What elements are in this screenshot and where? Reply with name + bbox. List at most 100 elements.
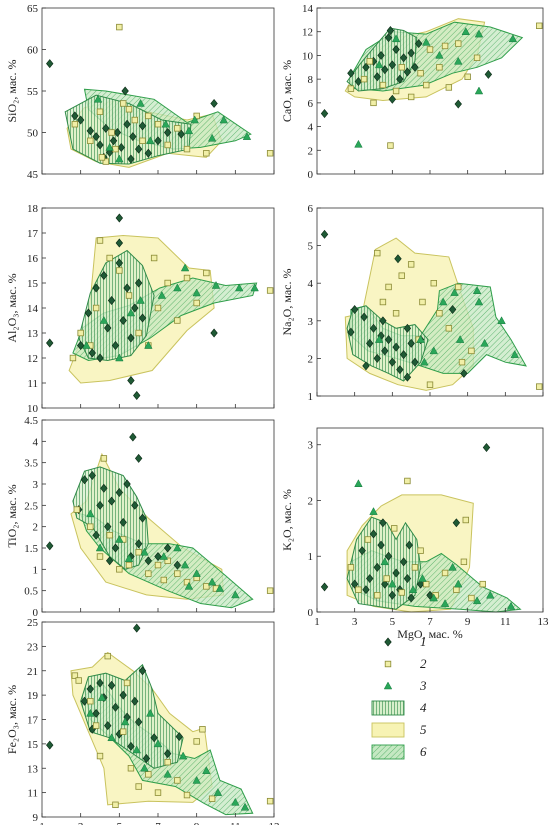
y-tick-label: 55 xyxy=(27,86,39,98)
point-series-2 xyxy=(154,121,162,128)
point-series-1 xyxy=(399,350,408,360)
point-series-1 xyxy=(407,593,415,603)
point-series-1 xyxy=(373,72,381,82)
point-series-1 xyxy=(111,702,120,712)
point-series-3 xyxy=(474,29,484,38)
x-tick-label: 5 xyxy=(390,616,396,628)
point-series-3 xyxy=(472,596,482,605)
point-series-3 xyxy=(455,335,465,343)
point-series-2 xyxy=(445,84,453,91)
point-series-2 xyxy=(423,580,430,588)
point-series-2 xyxy=(347,564,355,571)
point-series-3 xyxy=(140,547,149,556)
point-series-3 xyxy=(240,802,250,811)
point-series-3 xyxy=(202,766,211,774)
y-tick-label: 0.5 xyxy=(24,586,38,598)
point-series-3 xyxy=(190,115,199,124)
x-tick-label: 11 xyxy=(500,616,511,628)
point-series-2 xyxy=(135,549,142,556)
y-tick-label: 6 xyxy=(308,203,314,215)
point-series-1 xyxy=(144,556,153,566)
point-series-2 xyxy=(145,771,152,778)
point-series-2 xyxy=(423,81,430,89)
point-series-3 xyxy=(435,50,444,59)
point-series-2 xyxy=(193,299,200,307)
point-series-2 xyxy=(203,150,210,157)
point-series-1 xyxy=(210,328,218,338)
point-series-2 xyxy=(398,589,405,596)
point-series-2 xyxy=(392,87,400,95)
point-series-2 xyxy=(139,137,146,144)
point-series-1 xyxy=(358,546,366,556)
point-series-2 xyxy=(174,570,181,577)
point-series-3 xyxy=(440,599,450,607)
point-series-1 xyxy=(350,305,359,314)
point-series-3 xyxy=(250,283,259,292)
point-series-1 xyxy=(107,296,116,305)
point-series-3 xyxy=(192,569,201,577)
point-series-1 xyxy=(131,696,139,706)
point-series-1 xyxy=(119,690,127,700)
point-series-2 xyxy=(404,477,411,485)
y-tick-label: 10 xyxy=(302,50,314,62)
y-tick-label: 4 xyxy=(308,278,314,290)
point-series-1 xyxy=(134,539,143,549)
point-series-3 xyxy=(192,288,201,297)
legend-label: 5 xyxy=(420,722,427,737)
point-series-1 xyxy=(84,308,93,318)
point-series-1 xyxy=(119,517,127,527)
y-tick-label: 19 xyxy=(27,690,39,702)
point-series-3 xyxy=(136,295,145,304)
point-series-2 xyxy=(391,525,398,532)
point-series-2 xyxy=(123,679,131,687)
point-series-3 xyxy=(374,335,384,343)
point-series-3 xyxy=(422,37,431,46)
point-series-3 xyxy=(474,86,484,95)
point-series-3 xyxy=(192,775,201,784)
point-series-1 xyxy=(350,579,359,589)
x-tick-label: 7 xyxy=(427,616,433,628)
point-series-1 xyxy=(347,327,355,337)
point-series-3 xyxy=(242,132,252,140)
point-series-3 xyxy=(450,288,459,296)
point-series-2 xyxy=(183,145,191,153)
y-tick-label: 11 xyxy=(27,788,38,800)
point-series-3 xyxy=(454,579,463,588)
point-series-2 xyxy=(104,652,111,660)
point-series-1 xyxy=(131,500,139,510)
point-series-3 xyxy=(86,509,95,518)
point-series-1 xyxy=(360,312,368,322)
point-series-2 xyxy=(131,116,138,124)
point-series-2 xyxy=(417,547,424,554)
point-series-1 xyxy=(482,443,491,452)
point-series-2 xyxy=(69,354,77,362)
point-series-1 xyxy=(405,540,413,550)
point-series-3 xyxy=(126,308,136,317)
point-series-3 xyxy=(207,133,217,142)
point-series-1 xyxy=(379,518,387,528)
point-series-2 xyxy=(387,142,394,149)
point-series-3 xyxy=(153,739,163,748)
point-series-1 xyxy=(127,154,135,164)
point-series-1 xyxy=(102,123,110,133)
point-series-2 xyxy=(154,304,162,312)
legend-item-2: 2 xyxy=(384,656,427,671)
point-series-2 xyxy=(96,752,104,760)
y-tick-label: 8 xyxy=(308,74,314,86)
y-tick-label: 17 xyxy=(27,228,39,240)
point-series-1 xyxy=(392,568,400,578)
point-series-1 xyxy=(381,346,389,356)
point-series-1 xyxy=(403,574,412,584)
y-tick-label: 14 xyxy=(302,3,314,15)
point-series-1 xyxy=(411,62,419,72)
legend-label: 4 xyxy=(420,700,427,715)
point-series-2 xyxy=(164,141,171,149)
y-tick-label: 13 xyxy=(27,328,39,340)
point-series-1 xyxy=(154,136,162,146)
point-series-2 xyxy=(436,310,443,317)
point-series-1 xyxy=(107,680,116,690)
point-series-2 xyxy=(112,801,119,809)
y-tick-label: 1 xyxy=(33,564,39,576)
point-series-1 xyxy=(123,479,131,489)
